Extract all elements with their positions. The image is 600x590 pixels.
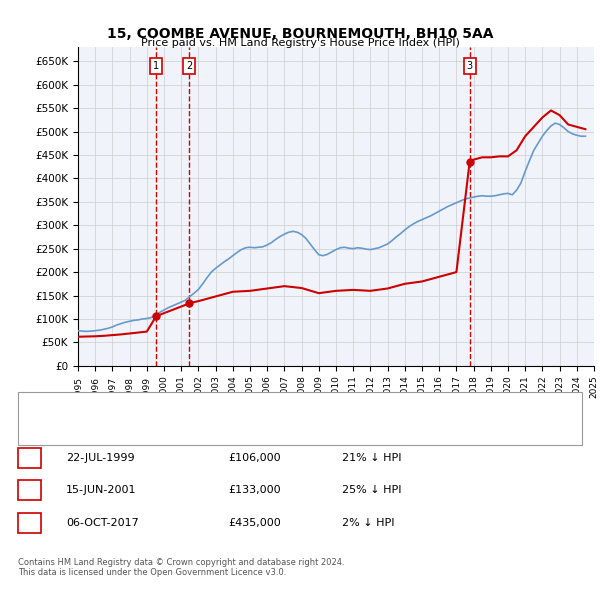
Text: 2: 2	[26, 486, 33, 495]
Text: 15-JUN-2001: 15-JUN-2001	[66, 486, 137, 495]
Text: £435,000: £435,000	[228, 518, 281, 527]
Text: 1: 1	[26, 453, 33, 463]
Text: 2: 2	[186, 61, 192, 71]
Text: 22-JUL-1999: 22-JUL-1999	[66, 453, 134, 463]
Text: £106,000: £106,000	[228, 453, 281, 463]
Text: 2% ↓ HPI: 2% ↓ HPI	[342, 518, 395, 527]
Text: 15, COOMBE AVENUE, BOURNEMOUTH, BH10 5AA: 15, COOMBE AVENUE, BOURNEMOUTH, BH10 5AA	[107, 27, 493, 41]
Text: 25% ↓ HPI: 25% ↓ HPI	[342, 486, 401, 495]
Text: 06-OCT-2017: 06-OCT-2017	[66, 518, 139, 527]
Text: This data is licensed under the Open Government Licence v3.0.: This data is licensed under the Open Gov…	[18, 568, 286, 576]
Text: 15, COOMBE AVENUE, BOURNEMOUTH, BH10 5AA (detached house): 15, COOMBE AVENUE, BOURNEMOUTH, BH10 5AA…	[60, 402, 394, 412]
Text: 3: 3	[467, 61, 473, 71]
Text: 1: 1	[153, 61, 160, 71]
Text: Price paid vs. HM Land Registry's House Price Index (HPI): Price paid vs. HM Land Registry's House …	[140, 38, 460, 48]
Text: HPI: Average price, detached house, Bournemouth Christchurch and Poole: HPI: Average price, detached house, Bour…	[60, 425, 424, 435]
Text: Contains HM Land Registry data © Crown copyright and database right 2024.: Contains HM Land Registry data © Crown c…	[18, 558, 344, 566]
Text: £133,000: £133,000	[228, 486, 281, 495]
Text: 21% ↓ HPI: 21% ↓ HPI	[342, 453, 401, 463]
Text: 3: 3	[26, 518, 33, 527]
